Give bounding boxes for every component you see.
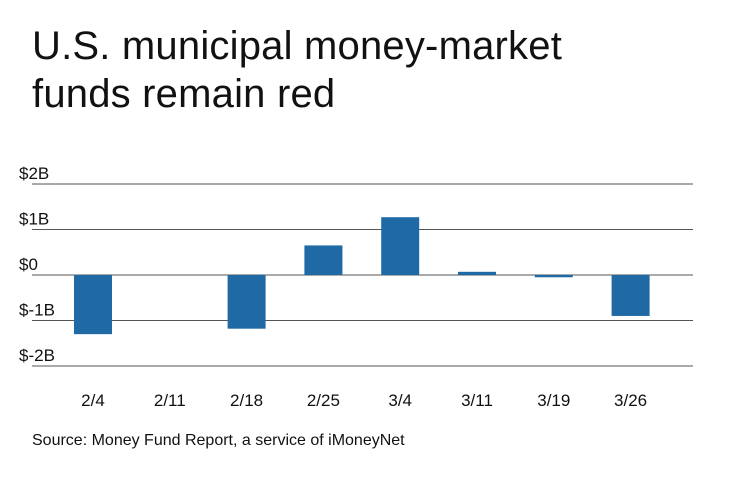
chart-title-line-2: funds remain red bbox=[32, 72, 336, 116]
y-tick-label: $0 bbox=[19, 255, 38, 274]
x-tick-label: 3/11 bbox=[461, 391, 493, 410]
y-tick-label: $2B bbox=[19, 164, 49, 183]
bar bbox=[381, 217, 420, 275]
x-tick-label: 3/26 bbox=[614, 391, 647, 410]
x-tick-label: 3/4 bbox=[388, 391, 412, 410]
bar bbox=[74, 275, 112, 335]
x-tick-label: 2/18 bbox=[230, 391, 263, 410]
bar bbox=[611, 275, 650, 316]
chart-title-line-1: U.S. municipal money-market bbox=[32, 24, 563, 68]
y-tick-label: $1B bbox=[19, 210, 49, 229]
bar bbox=[458, 271, 496, 275]
bar bbox=[227, 275, 266, 329]
bar bbox=[304, 245, 343, 275]
x-tick-label: 2/11 bbox=[154, 391, 186, 410]
source-note: Source: Money Fund Report, a service of … bbox=[32, 432, 405, 449]
x-tick-label: 3/19 bbox=[537, 391, 570, 410]
y-tick-label: $-1B bbox=[19, 301, 55, 320]
bar bbox=[534, 275, 573, 278]
x-tick-label: 2/4 bbox=[81, 391, 105, 410]
chart-title: U.S. municipal money-market funds remain… bbox=[32, 22, 712, 118]
y-tick-label: $-2B bbox=[19, 346, 55, 365]
x-tick-label: 2/25 bbox=[307, 391, 340, 410]
